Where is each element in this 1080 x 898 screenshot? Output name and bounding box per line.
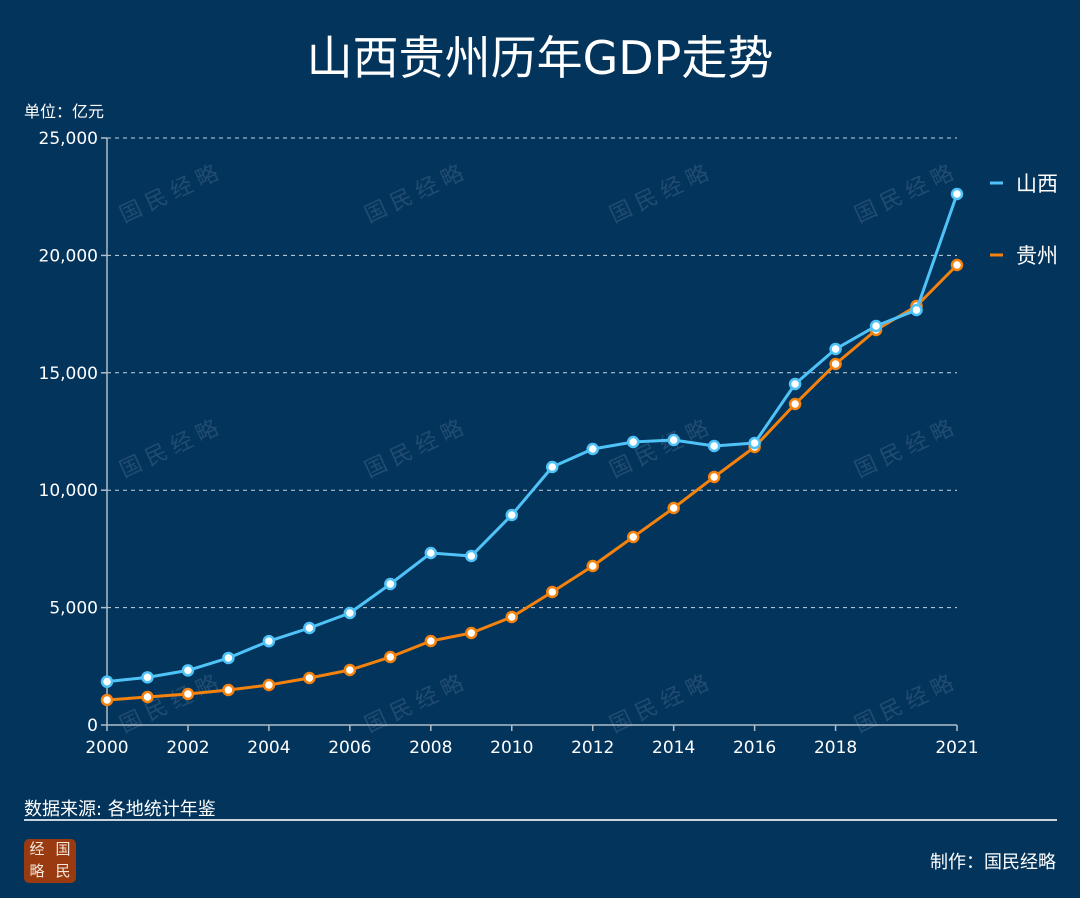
legend-label: 贵州: [1016, 244, 1058, 268]
data-point: [667, 433, 680, 447]
data-point: [141, 690, 154, 704]
x-tick-label: 2008: [409, 738, 452, 758]
data-point: [100, 675, 114, 688]
data-point: [181, 687, 195, 701]
x-tick-label: 2016: [733, 738, 776, 758]
y-tick-label: 25,000: [39, 129, 98, 149]
footer-divider: [24, 819, 1057, 821]
data-point: [869, 319, 883, 333]
logo-char: 国: [55, 840, 71, 858]
data-point: [465, 549, 478, 563]
x-tick-label: 2000: [85, 738, 128, 758]
data-point: [950, 258, 964, 272]
data-point: [586, 442, 599, 456]
x-tick-label: 2010: [490, 738, 533, 758]
data-point: [707, 470, 721, 484]
data-point: [384, 577, 397, 591]
data-point: [545, 460, 559, 474]
data-point: [262, 634, 276, 648]
y-tick-label: 20,000: [39, 246, 98, 266]
series-line-山西: [106, 193, 959, 684]
data-point: [667, 501, 680, 515]
data-point: [505, 610, 519, 624]
data-point: [788, 397, 802, 411]
data-point: [181, 664, 195, 677]
data-point: [384, 650, 397, 664]
data-point: [788, 377, 802, 391]
data-point: [343, 606, 357, 620]
data-point: [626, 435, 640, 449]
data-point: [222, 651, 235, 665]
x-tick-label: 2002: [166, 738, 209, 758]
data-point: [950, 187, 964, 201]
data-point: [829, 342, 842, 356]
logo-char: 民: [55, 862, 71, 880]
data-point: [343, 663, 357, 677]
legend-label: 山西: [1016, 172, 1058, 196]
data-point: [505, 508, 519, 522]
logo: 经 国 略 民: [24, 839, 76, 883]
data-point: [626, 530, 640, 544]
x-tick-label: 2012: [571, 738, 614, 758]
data-source: 数据来源: 各地统计年鉴: [24, 799, 216, 820]
data-point: [465, 626, 478, 640]
x-tick-label: 2018: [814, 738, 857, 758]
data-point: [910, 303, 923, 317]
data-point: [707, 439, 721, 453]
y-tick-label: 15,000: [39, 364, 98, 384]
data-point: [586, 559, 599, 573]
series-line-贵州: [106, 263, 959, 702]
y-tick-label: 5,000: [49, 599, 98, 619]
logo-char: 略: [29, 862, 45, 880]
data-point: [141, 671, 154, 684]
y-tick-label: 10,000: [39, 481, 98, 501]
y-axis-unit-label: 单位：亿元: [24, 102, 105, 121]
x-tick-label: 2014: [652, 738, 695, 758]
x-tick-label: 2004: [247, 738, 290, 758]
data-point: [424, 634, 438, 648]
x-tick-label: 2021: [935, 738, 978, 758]
data-point: [424, 546, 438, 560]
y-tick-label: 0: [87, 716, 98, 736]
credit: 制作：国民经略: [930, 852, 1056, 873]
data-point: [222, 683, 235, 697]
data-point: [303, 671, 316, 685]
data-point: [262, 678, 276, 692]
data-point: [100, 693, 114, 707]
data-point: [545, 585, 559, 599]
data-point: [303, 621, 316, 635]
data-point: [748, 436, 761, 450]
logo-char: 经: [29, 840, 45, 858]
data-point: [829, 357, 842, 371]
x-tick-label: 2006: [328, 738, 371, 758]
chart-title: 山西贵州历年GDP走势: [306, 31, 774, 85]
